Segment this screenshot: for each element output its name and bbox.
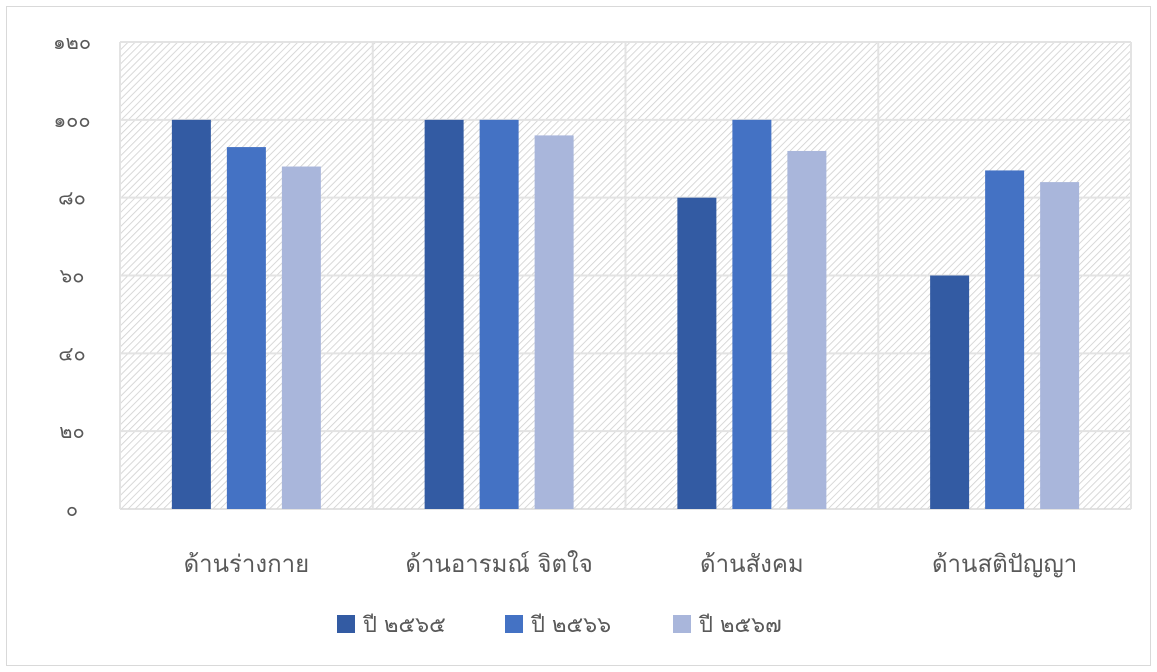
legend-swatch: [505, 615, 523, 633]
bar: [171, 119, 211, 509]
bar: [985, 170, 1025, 510]
x-category-label: ด้านสังคม: [700, 550, 804, 578]
legend-swatch: [673, 615, 691, 633]
bar: [534, 135, 574, 509]
x-category-label: ด้านร่างกาย: [184, 550, 310, 578]
y-tick-label: ๒๐: [59, 419, 84, 443]
bar: [930, 275, 970, 509]
bar: [1040, 182, 1080, 509]
legend: ปี ๒๕๖๕ ปี ๒๕๖๖ ปี ๒๕๖๗: [337, 613, 782, 638]
y-tick-label: ๑๒๐: [53, 30, 91, 54]
bar: [226, 147, 266, 509]
y-tick-label: ๑๐๐: [53, 108, 90, 132]
legend-label: ปี ๒๕๖๗: [698, 613, 782, 638]
legend-label: ปี ๒๕๖๖: [530, 613, 611, 638]
bar: [677, 197, 717, 509]
bar: [479, 119, 519, 509]
x-category-label: ด้านสติปัญญา: [932, 550, 1077, 578]
x-category-label: ด้านอารมณ์ จิตใจ: [405, 550, 592, 578]
y-tick-label: ๐: [66, 497, 78, 521]
y-tick-label: ๖๐: [60, 264, 85, 288]
bar: [424, 119, 464, 509]
legend-label: ปี ๒๕๖๕: [362, 613, 446, 638]
bars: [171, 119, 1080, 510]
y-tick-label: ๘๐: [58, 186, 86, 210]
bar: [787, 150, 827, 509]
legend-swatch: [337, 615, 355, 633]
bar: [281, 166, 321, 510]
x-axis-categories: ด้านร่างกาย ด้านอารมณ์ จิตใจ ด้านสังคม ด้าน…: [184, 550, 1078, 578]
y-axis-ticks: ๐ ๒๐ ๔๐ ๖๐ ๘๐ ๑๐๐ ๑๒๐: [53, 30, 91, 521]
bar: [732, 119, 772, 509]
y-tick-label: ๔๐: [58, 341, 85, 365]
